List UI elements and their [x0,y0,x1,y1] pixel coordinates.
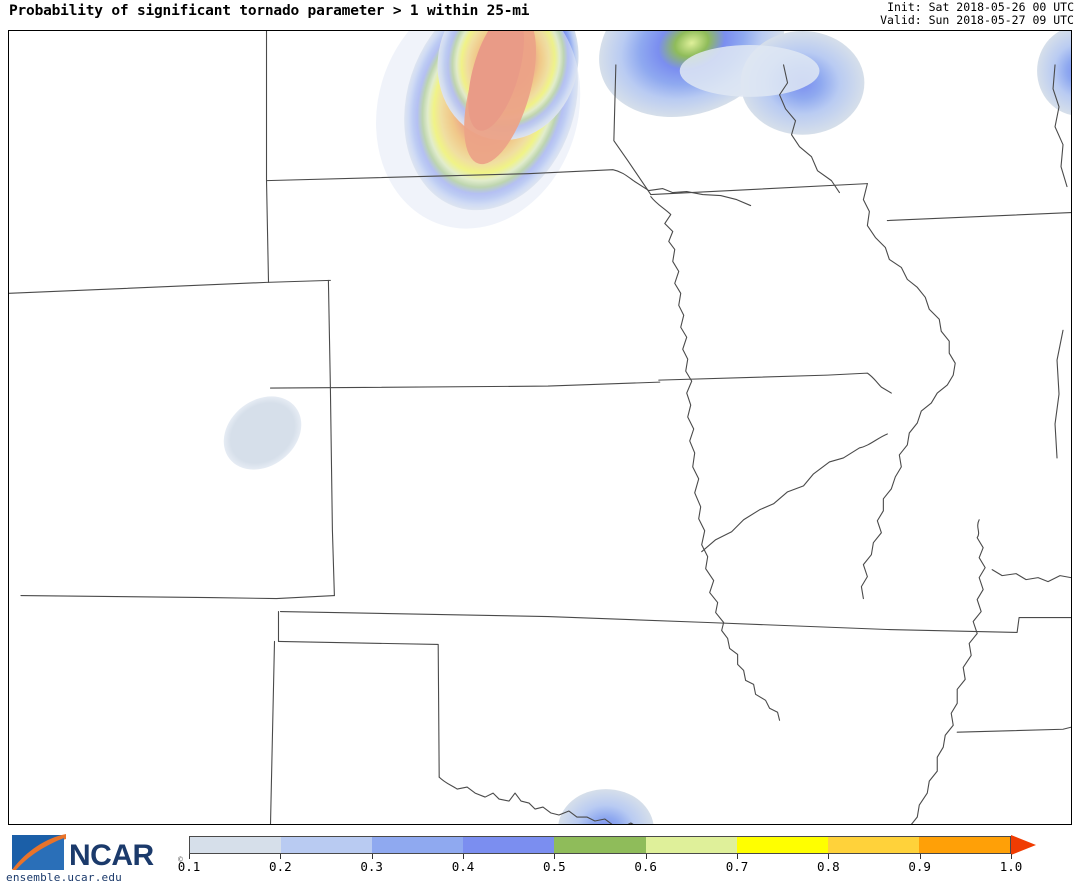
colorbar-segment-orange [918,837,1010,853]
contour-skirt-primary [376,31,581,229]
colorbar-tick [463,854,464,859]
contour-bridge-north [679,44,820,97]
boundary-iowa-missouri [658,372,892,394]
boundary-missouri-arkansas [886,616,1071,634]
page-title: Probability of significant tornado param… [9,3,530,19]
colorbar-segment-light-yellow-green [645,837,737,853]
colorbar-tick-label: 0.3 [360,859,383,874]
colorbar-tick [280,854,282,859]
colorbar-segment-pale-grey-blue [190,837,282,853]
boundary-minnesota-west [613,64,652,196]
colorbar-tick-label: 0.1 [177,859,201,874]
header-bar: Probability of significant tornado param… [0,0,1080,30]
boundary-wisconsin-east [1052,64,1068,188]
footer-bar: NCAR ensemble.ucar.edu © 0.1 0.2 0.3 0.4 0.5… [0,827,1080,887]
colorbar-tick-label: 1.0 [999,859,1023,874]
colorbar-segment-blue-violet [463,837,555,853]
ncar-logo-text: NCAR [69,839,154,872]
boundary-iowa-north [650,183,868,196]
probability-shading-layer [223,31,1071,824]
colorbar-tick-label: 0.2 [269,859,292,874]
boundary-oklahoma-panhandle-south [277,640,440,778]
colorbar-tick [737,854,738,859]
colorbar-tick-label: 0.7 [725,859,749,874]
colorbar-tick [645,854,647,859]
colorbar-tick [919,854,921,859]
river-missouri [650,196,781,721]
colorbar-tick-label: 0.4 [451,859,475,874]
contour-blob-oklahoma [558,789,654,824]
boundary-colorado-south [20,595,335,600]
ncar-logo-mark [12,834,66,870]
contour-blob-colorado [223,396,302,470]
colorbar-segment-light-orange [827,837,919,853]
boundary-illinois-north [886,211,1071,222]
boundary-texas-new-mexico [269,640,276,824]
probability-colorbar[interactable]: 0.1 0.2 0.3 0.4 0.5 0.6 0.7 0.8 0.9 1.0 [178,835,1036,882]
map-panel[interactable] [8,30,1072,825]
colorbar-tick-label: 0.6 [634,859,657,874]
colorbar-tick [1011,854,1012,859]
boundary-minnesota-iowa-east [778,64,840,194]
colorbar-tick-label: 0.9 [908,859,931,874]
ncar-logo[interactable]: NCAR [6,829,176,885]
boundary-indiana-west [1054,329,1064,459]
boundary-texas-panhandle-east [438,776,634,824]
colorbar-segment-light-blue [281,837,373,853]
colorbar-tick [828,854,830,859]
probability-contour-map [9,31,1071,824]
river-mississippi-upper [860,183,956,600]
boundary-kansas-oklahoma [279,610,888,631]
colorbar-tick [554,854,556,859]
boundary-wyoming-south [9,279,331,294]
colorbar-segment-green [554,837,646,853]
boundary-colorado-east [327,279,335,597]
boundary-illinois-kentucky [991,569,1071,583]
colorbar-tick-label: 0.8 [817,859,840,874]
boundary-nebraska-kansas [269,381,661,389]
valid-time-label: Valid: Sun 2018-05-27 09 UTC [880,13,1074,27]
colorbar-segment-medium-blue [372,837,464,853]
river-mississippi-lower [910,519,986,824]
colorbar-tick [189,854,190,859]
colorbar-segment-yellow [736,837,828,853]
init-time-label: Init: Sat 2018-05-26 00 UTC [887,0,1074,14]
colorbar-tick [371,854,373,859]
boundary-south-dakota-nebraska [265,169,752,207]
state-boundaries-layer [9,31,1071,824]
colorbar-max-arrow [1011,835,1036,855]
forecast-timestamps: Init: Sat 2018-05-26 00 UTC Valid: Sun 2… [880,1,1074,27]
ncar-url-label: ensemble.ucar.edu [6,871,122,884]
colorbar-gradient [189,836,1011,854]
boundary-arkansas-south [956,726,1071,733]
boundary-wyoming-east [265,31,270,283]
copyright-mark: © [178,855,183,864]
colorbar-tick-label: 0.5 [543,859,566,874]
river-missouri-east [701,433,888,553]
